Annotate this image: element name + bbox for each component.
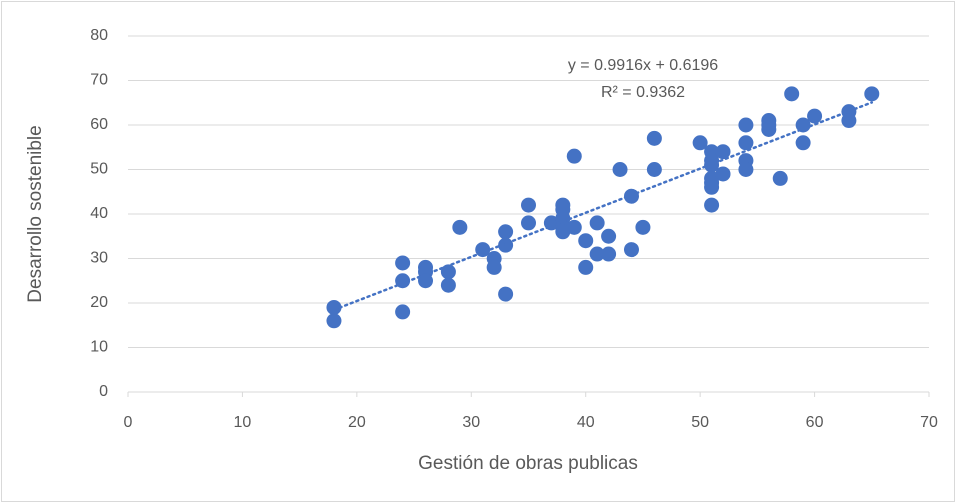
y-tick-label: 30 [90, 250, 108, 267]
scatter-point [761, 121, 777, 137]
trend-r-squared: R² = 0.9362 [601, 84, 685, 101]
y-tick-label: 40 [90, 205, 108, 222]
scatter-point [715, 166, 731, 182]
x-tick-label: 70 [920, 414, 938, 431]
x-axis-title: Gestión de obras publicas [418, 453, 638, 474]
scatter-point [395, 273, 411, 289]
scatter-point [601, 228, 617, 244]
scatter-point [704, 179, 720, 195]
scatter-point [498, 237, 514, 253]
scatter-point [841, 113, 857, 129]
y-tick-label: 80 [90, 27, 108, 44]
scatter-point [566, 148, 582, 164]
scatter-point [578, 233, 594, 249]
y-tick-label: 10 [90, 339, 108, 356]
y-tick-label: 70 [90, 72, 108, 89]
x-tick-label: 30 [462, 414, 480, 431]
scatter-point [738, 135, 754, 151]
scatter-point [795, 117, 811, 133]
y-tick-label: 50 [90, 161, 108, 178]
scatter-point [555, 224, 571, 240]
trend-line [332, 101, 874, 312]
scatter-point [486, 259, 502, 275]
scatter-point [589, 215, 605, 231]
scatter-point [772, 170, 788, 186]
x-tick-label: 20 [348, 414, 366, 431]
scatter-point [395, 255, 411, 271]
x-tick-label: 0 [124, 414, 133, 431]
x-tick-label: 60 [806, 414, 824, 431]
scatter-point [566, 219, 582, 235]
scatter-point [738, 117, 754, 133]
scatter-point [635, 219, 651, 235]
scatter-point [864, 86, 880, 102]
scatter-point [395, 304, 411, 320]
x-tick-label: 50 [691, 414, 709, 431]
trend-equation: y = 0.9916x + 0.6196 [568, 57, 718, 74]
scatter-point [738, 162, 754, 177]
scatter-point [440, 277, 456, 293]
scatter-point [646, 162, 662, 177]
y-tick-label: 20 [90, 294, 108, 311]
scatter-point [498, 286, 514, 302]
scatter-point [601, 246, 617, 262]
y-tick-label: 60 [90, 116, 108, 133]
scatter-point [578, 259, 594, 275]
scatter-point [612, 162, 628, 177]
scatter-point [784, 86, 800, 102]
scatter-point [418, 273, 434, 289]
scatter-point [704, 197, 720, 213]
scatter-point [326, 313, 342, 329]
y-tick-label: 0 [99, 383, 108, 400]
x-tick-label: 10 [234, 414, 252, 431]
y-axis-title: Desarrollo sostenible [25, 125, 46, 302]
scatter-point [521, 215, 536, 231]
scatter-point [440, 264, 456, 280]
scatter-point [326, 299, 342, 315]
scatter-point [646, 130, 662, 146]
scatter-point [452, 219, 468, 235]
scatter-point [715, 144, 731, 160]
scatter-point [807, 108, 823, 124]
scatter-point [498, 224, 514, 240]
scatter-point [623, 242, 639, 258]
x-tick-label: 40 [577, 414, 595, 431]
scatter-point [692, 135, 708, 151]
scatter-point [521, 197, 536, 213]
scatter-point [795, 135, 811, 151]
scatter-point [589, 246, 605, 262]
